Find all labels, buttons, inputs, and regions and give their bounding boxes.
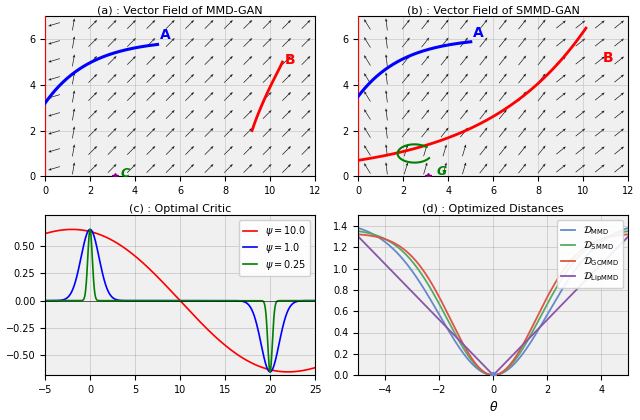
$\mathcal{D}_{\mathrm{GCMMD}}$: [570, 255, 578, 260]
$\mathcal{D}_{\mathrm{MMD}}$: [382, 240, 390, 245]
$\psi = 10.0$: [68, 227, 76, 232]
$\mathcal{D}_{\mathrm{SMMD}}$: [540, 308, 548, 313]
Text: A: A: [473, 26, 484, 40]
$\psi = 0.25$: [145, 298, 152, 303]
$\psi = 0.25$: [243, 298, 250, 303]
$\psi = 0.25$: [90, 284, 98, 289]
Legend: $\psi = 10.0$, $\psi = 1.0$, $\psi = 0.25$: $\psi = 10.0$, $\psi = 1.0$, $\psi = 0.2…: [239, 220, 310, 276]
$\mathcal{D}_{\mathrm{GCMMD}}$: [565, 260, 573, 265]
Line: $\mathcal{D}_{\mathrm{SMMD}}$: $\mathcal{D}_{\mathrm{SMMD}}$: [358, 231, 628, 375]
$\mathcal{D}_{\mathrm{LipMMD}}$: [570, 290, 578, 295]
Legend: $\mathcal{D}_{\mathrm{MMD}}$, $\mathcal{D}_{\mathrm{SMMD}}$, $\mathcal{D}_{\math: $\mathcal{D}_{\mathrm{MMD}}$, $\mathcal{…: [557, 220, 623, 289]
$\psi = 1.0$: [263, 365, 271, 370]
Text: A: A: [160, 28, 170, 42]
$\mathcal{D}_{\mathrm{LipMMD}}$: [355, 234, 362, 239]
Title: (d) : Optimized Distances: (d) : Optimized Distances: [422, 205, 564, 214]
$\mathcal{D}_{\mathrm{SMMD}}$: [463, 352, 471, 357]
$\mathcal{D}_{\mathrm{SMMD}}$: [474, 364, 481, 369]
$\mathcal{D}_{\mathrm{MMD}}$: [355, 226, 362, 231]
$\mathcal{D}_{\mathrm{GCMMD}}$: [382, 237, 390, 242]
$\psi = 1.0$: [217, 298, 225, 303]
$\psi = 10.0$: [263, 367, 271, 372]
$\psi = 1.0$: [203, 298, 211, 303]
$\mathcal{D}_{\mathrm{MMD}}$: [474, 366, 481, 371]
$\psi = 1.0$: [145, 298, 152, 303]
$\mathcal{D}_{\mathrm{LipMMD}}$: [540, 320, 548, 326]
$\mathcal{D}_{\mathrm{MMD}}$: [565, 276, 573, 281]
$\mathcal{D}_{\mathrm{LipMMD}}$: [489, 373, 497, 378]
X-axis label: $\theta$: $\theta$: [488, 400, 498, 415]
$\mathcal{D}_{\mathrm{LipMMD}}$: [382, 262, 390, 268]
$\mathcal{D}_{\mathrm{SMMD}}$: [570, 260, 578, 265]
Text: B: B: [285, 53, 295, 67]
$\psi = 10.0$: [311, 365, 319, 370]
$\psi = 10.0$: [203, 326, 211, 331]
Text: C: C: [120, 168, 129, 181]
$\mathcal{D}_{\mathrm{GCMMD}}$: [355, 232, 362, 237]
$\psi = 1.0$: [86, 227, 94, 232]
$\psi = 0.25$: [203, 298, 211, 303]
$\psi = 0.25$: [41, 298, 49, 303]
$\psi = 10.0$: [145, 265, 152, 270]
Title: (b) : Vector Field of SMMD-GAN: (b) : Vector Field of SMMD-GAN: [407, 5, 580, 16]
Title: (a) : Vector Field of MMD-GAN: (a) : Vector Field of MMD-GAN: [97, 5, 263, 16]
$\mathcal{D}_{\mathrm{MMD}}$: [489, 373, 497, 378]
$\psi = 1.0$: [311, 298, 319, 303]
$\psi = 1.0$: [266, 369, 274, 374]
Line: $\mathcal{D}_{\mathrm{GCMMD}}$: $\mathcal{D}_{\mathrm{GCMMD}}$: [358, 234, 628, 375]
$\psi = 0.25$: [217, 298, 225, 303]
$\mathcal{D}_{\mathrm{GCMMD}}$: [489, 373, 497, 378]
Text: G: G: [437, 165, 447, 178]
$\mathcal{D}_{\mathrm{LipMMD}}$: [565, 295, 573, 300]
$\psi = 1.0$: [243, 300, 250, 305]
$\mathcal{D}_{\mathrm{MMD}}$: [570, 269, 578, 274]
Title: (c) : Optimal Critic: (c) : Optimal Critic: [129, 205, 231, 214]
$\mathcal{D}_{\mathrm{LipMMD}}$: [474, 356, 481, 361]
$\psi = 10.0$: [217, 339, 225, 344]
$\mathcal{D}_{\mathrm{GCMMD}}$: [463, 349, 471, 354]
$\psi = 1.0$: [41, 298, 49, 303]
$\mathcal{D}_{\mathrm{SMMD}}$: [355, 228, 362, 234]
Line: $\psi = 10.0$: $\psi = 10.0$: [45, 229, 315, 372]
$\psi = 1.0$: [90, 234, 98, 239]
Line: $\psi = 1.0$: $\psi = 1.0$: [45, 229, 315, 372]
$\psi = 10.0$: [243, 358, 250, 363]
$\mathcal{D}_{\mathrm{SMMD}}$: [382, 237, 390, 242]
Line: $\mathcal{D}_{\mathrm{MMD}}$: $\mathcal{D}_{\mathrm{MMD}}$: [358, 228, 628, 375]
Text: B: B: [602, 51, 613, 65]
$\mathcal{D}_{\mathrm{MMD}}$: [540, 318, 548, 323]
$\mathcal{D}_{\mathrm{SMMD}}$: [565, 266, 573, 271]
$\psi = 0.25$: [311, 298, 319, 303]
$\mathcal{D}_{\mathrm{LipMMD}}$: [463, 346, 471, 351]
$\psi = 10.0$: [41, 231, 49, 236]
$\mathcal{D}_{\mathrm{GCMMD}}$: [540, 301, 548, 306]
$\psi = 0.25$: [86, 227, 94, 232]
Line: $\psi = 0.25$: $\psi = 0.25$: [45, 229, 315, 372]
$\psi = 10.0$: [90, 230, 98, 235]
$\mathcal{D}_{\mathrm{MMD}}$: [463, 356, 471, 361]
$\psi = 10.0$: [284, 369, 292, 374]
$\mathcal{D}_{\mathrm{LipMMD}}$: [625, 234, 632, 239]
Line: $\mathcal{D}_{\mathrm{LipMMD}}$: $\mathcal{D}_{\mathrm{LipMMD}}$: [358, 236, 628, 375]
$\psi = 0.25$: [266, 369, 274, 374]
$\mathcal{D}_{\mathrm{GCMMD}}$: [474, 363, 481, 368]
$\mathcal{D}_{\mathrm{MMD}}$: [625, 226, 632, 231]
$\psi = 0.25$: [263, 328, 271, 333]
$\mathcal{D}_{\mathrm{SMMD}}$: [625, 228, 632, 234]
$\mathcal{D}_{\mathrm{GCMMD}}$: [625, 232, 632, 237]
$\mathcal{D}_{\mathrm{SMMD}}$: [489, 373, 497, 378]
